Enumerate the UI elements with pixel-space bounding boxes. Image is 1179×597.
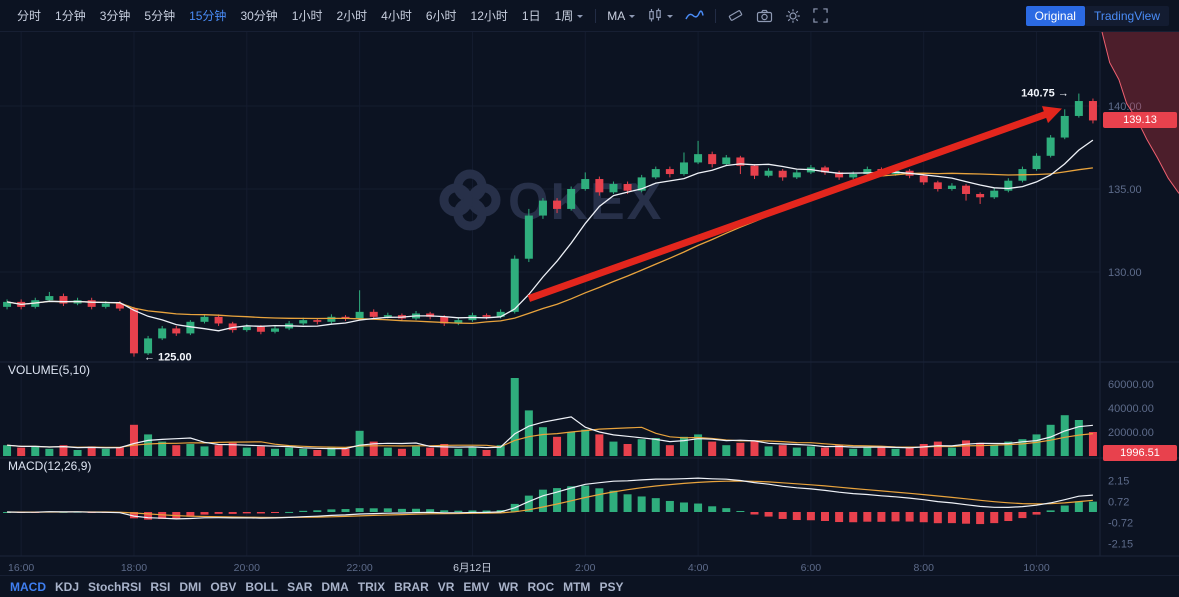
drawing-tool-button[interactable]	[721, 5, 750, 26]
timeframe-2小时[interactable]: 2小时	[329, 4, 374, 27]
axis-label: 40000.00	[1108, 403, 1154, 415]
axis-label: 20000.00	[1108, 427, 1154, 439]
line-chart-type-button[interactable]	[679, 6, 710, 25]
indicator-tab-mtm[interactable]: MTM	[563, 579, 591, 594]
timeframe-30分钟[interactable]: 30分钟	[233, 4, 284, 27]
fullscreen-button[interactable]	[807, 5, 834, 26]
trend-arrow-head	[1041, 106, 1062, 124]
ma-indicator-button[interactable]: MA	[601, 6, 641, 26]
original-mode-button[interactable]: Original	[1025, 5, 1085, 26]
eraser-icon	[727, 8, 744, 23]
indicator-tab-dmi[interactable]: DMI	[179, 579, 202, 594]
indicator-tab-sar[interactable]: SAR	[287, 579, 313, 594]
annotations	[527, 106, 1062, 302]
timeframe-12小时[interactable]: 12小时	[464, 4, 515, 27]
polyline-chart-icon	[685, 9, 705, 22]
trend-arrow	[527, 110, 1049, 302]
indicator-tab-boll[interactable]: BOLL	[245, 579, 279, 594]
indicator-tab-roc[interactable]: ROC	[527, 579, 555, 594]
axis-label: 4:00	[688, 562, 709, 574]
axis-label: 140.75 →	[1021, 88, 1069, 100]
camera-icon	[756, 9, 773, 23]
indicator-tab-stochrsi[interactable]: StochRSI	[88, 579, 142, 594]
indicator-tab-macd[interactable]: MACD	[10, 579, 46, 594]
indicator-tab-trix[interactable]: TRIX	[357, 579, 386, 594]
panel-separators	[0, 32, 1179, 557]
axis-label: 20:00	[234, 562, 260, 574]
candle-style-icon	[647, 8, 663, 23]
chart-settings-button[interactable]	[779, 5, 807, 27]
indicator-tab-dma[interactable]: DMA	[321, 579, 349, 594]
chart-style-button[interactable]	[641, 5, 679, 26]
timeframe-1分钟[interactable]: 1分钟	[48, 4, 93, 27]
axis-label: ← 125.00	[144, 352, 192, 364]
timeframe-1小时[interactable]: 1小时	[285, 4, 330, 27]
axis-label: 0.72	[1108, 496, 1129, 508]
axis-label: -0.72	[1108, 518, 1133, 530]
timeframe-4小时[interactable]: 4小时	[374, 4, 419, 27]
price-ma-lines	[6, 139, 1094, 332]
axis-label: 140.00	[1108, 101, 1142, 113]
indicator-tab-rsi[interactable]: RSI	[150, 579, 171, 594]
axis-label: 60000.00	[1108, 379, 1154, 391]
chevron-down-icon	[577, 14, 584, 21]
chevron-down-icon	[667, 14, 674, 21]
timeframe-1日[interactable]: 1日	[515, 4, 548, 27]
indicator-tab-brar[interactable]: BRAR	[394, 579, 429, 594]
axis-labels: 140.00 135.00 130.00 60000.00 40000.00 20000.…	[8, 88, 1154, 574]
axis-label: 18:00	[121, 562, 147, 574]
indicator-tabs: MACD KDJ StochRSI RSI DMI OBV BOLL SAR DMA TRIX BR…	[0, 575, 1179, 597]
volume-ma-lines	[7, 416, 1093, 450]
toolbar: 分时 1分钟 3分钟 5分钟 15分钟 30分钟 1小时 2小时 4小时 6小时 12小时 1日 1周 …	[0, 0, 1179, 32]
timeframe-15分钟[interactable]: 15分钟	[182, 4, 233, 27]
timeframe-group: 分时 1分钟 3分钟 5分钟 15分钟 30分钟 1小时 2小时 4小时 6小时 12小时 1日 1周	[10, 4, 590, 27]
axis-label: -2.15	[1108, 538, 1133, 550]
indicator-tab-psy[interactable]: PSY	[599, 579, 624, 594]
timeframe-分时[interactable]: 分时	[10, 4, 48, 27]
fullscreen-icon	[813, 8, 828, 23]
screenshot-button[interactable]	[750, 6, 779, 26]
grid-lines	[0, 32, 1100, 556]
axis-label: 135.00	[1108, 184, 1142, 196]
timeframe-1周[interactable]: 1周	[548, 4, 591, 27]
axis-label: 2:00	[575, 562, 596, 574]
tradingview-mode-button[interactable]: TradingView	[1084, 5, 1169, 26]
macd-lines	[7, 477, 1093, 520]
indicator-tab-kdj[interactable]: KDJ	[55, 579, 80, 594]
chart-area[interactable]: OKEX 140.00 135.00 130.00 60000.00 40000.00 20…	[0, 32, 1179, 575]
timeframe-5分钟[interactable]: 5分钟	[137, 4, 182, 27]
indicator-tab-wr[interactable]: WR	[498, 579, 519, 594]
toolbar-divider	[715, 8, 717, 23]
axis-label: 10:00	[1023, 562, 1049, 574]
indicator-tab-emv[interactable]: EMV	[463, 579, 490, 594]
axis-label: 22:00	[346, 562, 372, 574]
indicator-tab-vr[interactable]: VR	[437, 579, 455, 594]
chart-canvas[interactable]: OKEX140.00135.00130.0060000.0040000.0020…	[0, 32, 1179, 575]
axis-label: 8:00	[913, 562, 934, 574]
ma-label: MA	[607, 8, 626, 23]
axis-label: 2.15	[1108, 476, 1129, 488]
axis-label: 6:00	[801, 562, 822, 574]
toolbar-divider	[595, 8, 597, 23]
axis-label: 16:00	[8, 562, 34, 574]
chart-mode-switch: Original TradingView	[1025, 5, 1169, 26]
timeframe-6小时[interactable]: 6小时	[419, 4, 464, 27]
timeframe-3分钟[interactable]: 3分钟	[93, 4, 138, 27]
axis-label: 130.00	[1108, 267, 1142, 279]
volume-bars	[3, 378, 1097, 456]
indicator-tab-obv[interactable]: OBV	[210, 579, 237, 594]
gear-icon	[785, 8, 801, 24]
chevron-down-icon	[629, 14, 636, 21]
axis-label: 6月12日	[453, 562, 492, 574]
